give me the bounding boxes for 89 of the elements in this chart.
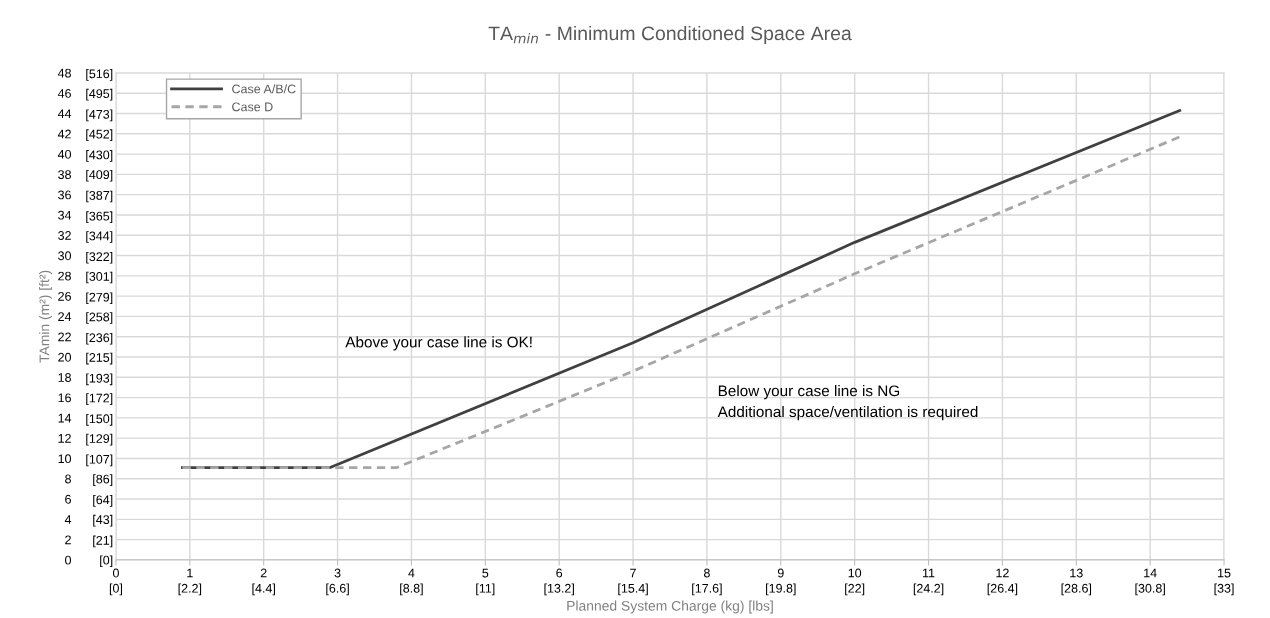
x-tick-label: 1 xyxy=(187,568,193,578)
y2-tick-label: [193] xyxy=(86,373,113,386)
y-tick-label: 32 xyxy=(58,231,71,240)
y2-tick-label: [365] xyxy=(86,211,113,224)
y-tick-label: 26 xyxy=(58,291,71,301)
x-tick-label: 8 xyxy=(703,568,710,578)
y-tick-label: 40 xyxy=(57,149,72,159)
x-tick-label: 6 xyxy=(556,568,563,578)
y-tick-label: 4 xyxy=(64,515,72,524)
y2-tick-label: [236] xyxy=(86,332,113,345)
x-tick-label: 14 xyxy=(1144,568,1157,578)
y-tick-label: 42 xyxy=(57,129,71,139)
x-tick-label: 13 xyxy=(1070,568,1083,578)
x2-tick-label: [11] xyxy=(476,583,495,596)
annotation: Below your case line is NG Additional space/ventilation is required xyxy=(717,385,978,421)
x2-tick-label: [4.4] xyxy=(252,583,275,596)
y2-tick-label: [64] xyxy=(93,495,113,507)
y-tick-label: 10 xyxy=(58,454,72,464)
y2-tick-label: [473] xyxy=(86,109,113,122)
x-tick-label: 10 xyxy=(848,568,862,578)
y2-tick-label: [452] xyxy=(86,129,113,142)
x2-tick-label: [6.6] xyxy=(326,583,349,596)
y2-tick-label: [430] xyxy=(86,150,113,162)
y2-tick-label: [516] xyxy=(86,69,113,81)
y-tick-label: 2 xyxy=(65,535,71,545)
y2-tick-label: [215] xyxy=(86,352,113,365)
y-tick-label: 22 xyxy=(58,332,71,342)
y2-tick-label: [301] xyxy=(86,271,113,284)
x2-tick-label: [26.4] xyxy=(987,583,1018,596)
y-tick-label: 14 xyxy=(58,413,72,423)
y2-tick-label: [409] xyxy=(86,169,113,182)
legend-label: Case D xyxy=(232,102,273,112)
x-tick-label: 11 xyxy=(923,568,935,578)
x-tick-label: 4 xyxy=(408,568,415,578)
x2-tick-label: [13.2] xyxy=(544,583,574,596)
y-tick-label: 24 xyxy=(58,312,72,321)
y2-tick-label: [344] xyxy=(86,231,113,243)
x-tick-label: 15 xyxy=(1218,568,1231,578)
x2-tick-label: [22] xyxy=(845,583,865,596)
y-tick-label: 46 xyxy=(57,89,71,98)
y-tick-label: 8 xyxy=(65,474,71,484)
y2-tick-label: [172] xyxy=(86,393,113,405)
y2-tick-label: [322] xyxy=(86,251,113,264)
y-tick-label: 30 xyxy=(58,251,72,261)
y-tick-label: 16 xyxy=(58,393,71,403)
y-tick-label: 18 xyxy=(58,373,71,382)
y-tick-label: 48 xyxy=(57,68,71,78)
y2-tick-label: [0] xyxy=(100,555,113,568)
annotation: Above your case line is OK! xyxy=(345,336,532,351)
y-tick-label: 12 xyxy=(58,433,71,443)
y2-tick-label: [21] xyxy=(93,535,113,548)
y-tick-label: 6 xyxy=(65,494,71,504)
y-tick-label: 0 xyxy=(65,555,72,565)
y-tick-label: 20 xyxy=(58,352,72,362)
x-tick-label: 12 xyxy=(996,568,1009,578)
y2-tick-label: [86] xyxy=(93,474,113,486)
x2-tick-label: [2.2] xyxy=(178,583,202,596)
y-tick-label: 44 xyxy=(57,109,72,119)
y-tick-label: 28 xyxy=(58,271,71,281)
x2-tick-label: [33] xyxy=(1214,583,1234,596)
x2-tick-label: [0] xyxy=(109,583,123,596)
y2-tick-label: [258] xyxy=(86,312,113,324)
x2-tick-label: [8.8] xyxy=(400,583,423,596)
y2-tick-label: [107] xyxy=(86,454,113,467)
x2-tick-label: [24.2] xyxy=(913,583,944,596)
x-tick-label: 3 xyxy=(334,568,341,578)
x2-tick-label: [19.8] xyxy=(766,583,796,596)
x-tick-label: 7 xyxy=(630,568,636,578)
x-tick-label: 0 xyxy=(112,568,119,578)
y2-tick-label: [495] xyxy=(86,88,113,101)
x-tick-label: 9 xyxy=(777,568,784,578)
y2-tick-label: [129] xyxy=(86,433,113,446)
x-tick-label: 2 xyxy=(260,568,267,578)
x-axis-title: Planned System Charge (kg) [lbs] xyxy=(567,600,773,614)
y2-tick-label: [43] xyxy=(93,514,113,527)
y-tick-label: 38 xyxy=(58,170,71,180)
x2-tick-label: [28.6] xyxy=(1061,583,1092,596)
y-tick-label: 34 xyxy=(58,210,72,220)
x2-tick-label: [30.8] xyxy=(1135,583,1165,596)
x2-tick-label: [17.6] xyxy=(692,583,722,596)
chart-title: TA$_{min}$ - Minimum Conditioned Space Area xyxy=(488,25,852,45)
y-axis-title: TAmin (m²) [ft²) xyxy=(39,270,53,363)
y2-tick-label: [387] xyxy=(86,190,113,203)
y2-tick-label: [279] xyxy=(86,292,113,305)
legend-label: Case A/B/C xyxy=(232,84,296,94)
x2-tick-label: [15.4] xyxy=(618,583,648,596)
y2-tick-label: [150] xyxy=(86,414,113,426)
x-tick-label: 5 xyxy=(482,568,489,578)
y-tick-label: 36 xyxy=(58,190,71,200)
